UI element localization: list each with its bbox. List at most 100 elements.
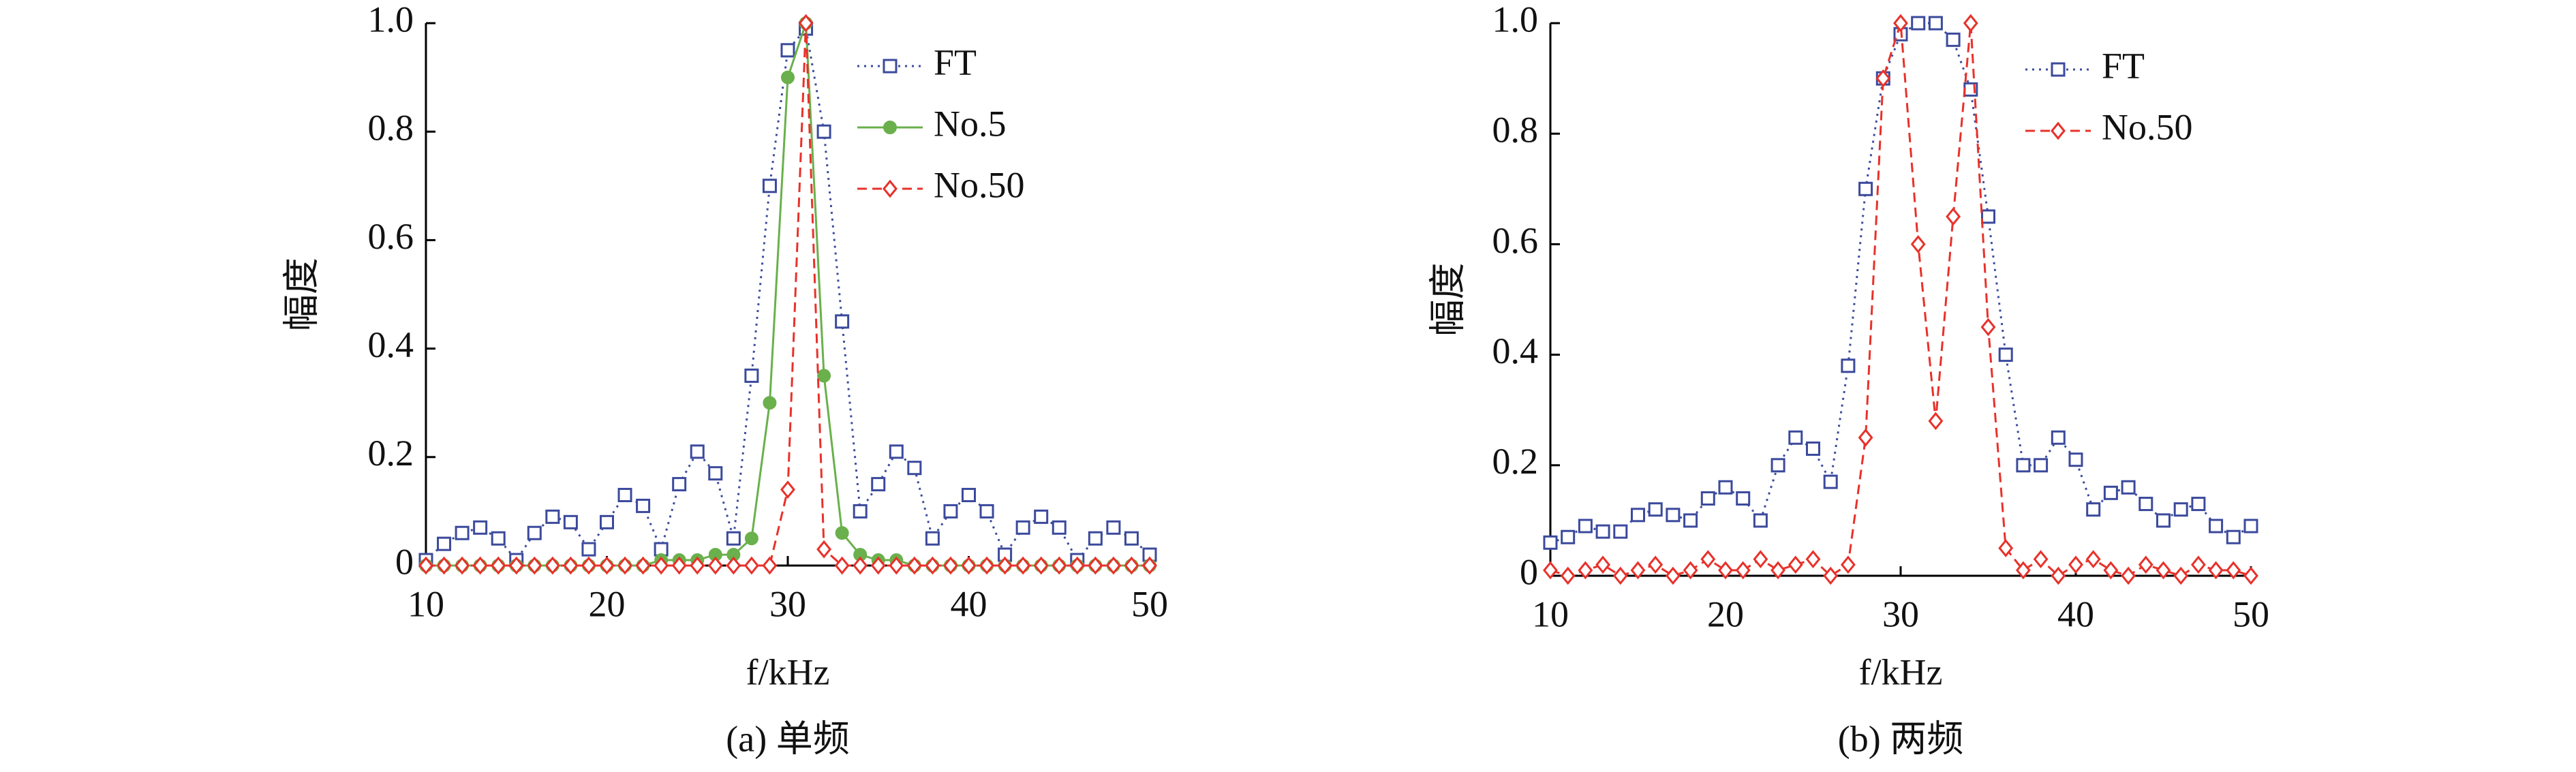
marker (1560, 566, 1576, 585)
marker (1033, 556, 1049, 575)
x-tick-label: 50 (1131, 583, 1168, 624)
marker (2015, 561, 2031, 580)
marker (1910, 235, 1926, 253)
marker (1052, 520, 1067, 535)
marker (545, 556, 560, 575)
x-tick-label: 10 (1532, 593, 1569, 634)
marker (1788, 430, 1803, 445)
marker (816, 540, 832, 559)
marker (762, 179, 777, 194)
marker (1981, 209, 1995, 224)
marker (1928, 412, 1944, 431)
marker (962, 488, 976, 503)
marker (527, 556, 542, 575)
marker (1823, 566, 1839, 585)
legend-label: No.50 (2102, 106, 2193, 147)
marker (2226, 561, 2241, 580)
marker (1578, 561, 1593, 580)
legend-label: No.5 (934, 103, 1007, 144)
marker (581, 542, 596, 557)
marker (763, 396, 777, 410)
marker (418, 556, 433, 575)
marker (889, 444, 904, 459)
marker (1613, 524, 1628, 539)
marker (2138, 497, 2153, 512)
marker (635, 556, 651, 575)
marker (1736, 491, 1751, 506)
legend-marker (883, 179, 898, 198)
marker (834, 556, 850, 575)
marker (1700, 550, 1716, 569)
marker (1946, 207, 1961, 226)
marker (1561, 529, 1576, 544)
marker (690, 444, 705, 459)
y-tick-label: 0.2 (368, 433, 414, 474)
marker (2085, 550, 2101, 569)
y-tick-label: 1.0 (1492, 0, 1539, 40)
series-line (425, 26, 1151, 562)
marker (2191, 497, 2206, 512)
marker (1124, 556, 1139, 575)
marker (1543, 561, 1558, 580)
y-tick-label: 1.0 (368, 0, 414, 40)
marker (2209, 519, 2224, 534)
marker (1753, 513, 1768, 528)
legend-label: FT (934, 42, 977, 82)
marker (1105, 556, 1121, 575)
marker (2051, 430, 2066, 445)
marker (1805, 550, 1821, 569)
marker (491, 556, 506, 575)
marker (2121, 480, 2136, 495)
marker (455, 525, 470, 540)
marker (1088, 531, 1103, 546)
legend-marker (2051, 62, 2066, 77)
marker (1052, 556, 1067, 575)
marker (1595, 524, 1610, 539)
marker (853, 556, 868, 575)
marker (726, 531, 741, 546)
marker (491, 531, 506, 546)
y-tick-label: 0.6 (368, 216, 414, 257)
legend-marker (883, 121, 897, 134)
marker (1963, 14, 1978, 33)
marker (780, 480, 795, 499)
y-tick-label: 0.8 (368, 108, 414, 149)
marker (835, 314, 850, 329)
marker (2121, 566, 2136, 585)
marker (1088, 556, 1103, 575)
x-tick-label: 10 (408, 583, 444, 624)
marker (2208, 561, 2224, 580)
marker (1106, 520, 1121, 535)
marker (906, 556, 922, 575)
marker (1840, 555, 1856, 574)
marker (1034, 509, 1049, 524)
marker (2190, 555, 2206, 574)
marker (1893, 14, 1908, 33)
x-tick-label: 50 (2233, 593, 2269, 634)
marker (1142, 556, 1157, 575)
marker (563, 556, 579, 575)
caption: (a) 单频 (726, 718, 849, 759)
marker (690, 556, 705, 575)
marker (817, 369, 831, 383)
marker (925, 556, 940, 575)
marker (2103, 561, 2119, 580)
x-tick-label: 20 (1707, 593, 1744, 634)
marker (1700, 491, 1715, 506)
marker (473, 520, 488, 535)
marker (979, 556, 994, 575)
marker (1665, 566, 1681, 585)
marker (1788, 555, 1803, 574)
marker (1648, 502, 1663, 517)
marker (1841, 358, 1856, 373)
marker (1648, 555, 1663, 574)
marker (870, 556, 886, 575)
marker (1858, 181, 1873, 196)
marker (654, 556, 669, 575)
marker (2173, 566, 2189, 585)
marker (545, 509, 560, 524)
y-tick-label: 0.4 (368, 324, 414, 365)
marker (762, 556, 778, 575)
